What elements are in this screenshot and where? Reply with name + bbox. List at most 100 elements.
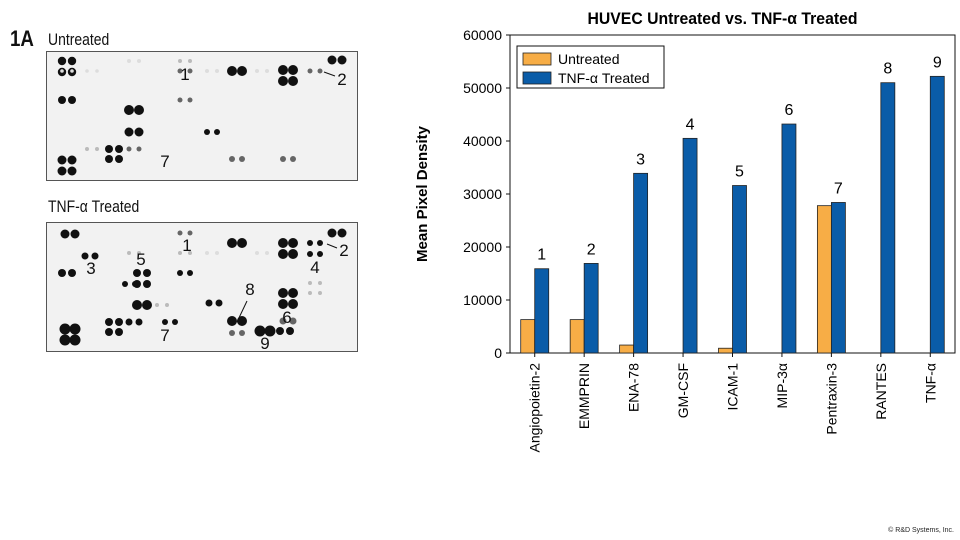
blot-spot	[187, 270, 193, 276]
blot-spot	[308, 291, 312, 295]
blot-spot	[165, 303, 169, 307]
blot-spot	[134, 127, 144, 137]
treated-annotation-8: 8	[245, 280, 254, 299]
treated-annotation-2: 2	[339, 241, 348, 260]
legend-swatch	[522, 71, 552, 85]
bar-number-label: 7	[834, 180, 843, 197]
blot-spot	[136, 146, 142, 152]
blot-spot	[317, 251, 323, 257]
copyright-notice: © R&D Systems, Inc.	[888, 527, 954, 534]
blot-spot	[126, 146, 132, 152]
blot-spot	[95, 69, 99, 73]
blot-spot	[105, 328, 113, 336]
blot-spot	[278, 65, 288, 75]
blot-spot	[67, 56, 77, 66]
blot-spot	[85, 147, 89, 151]
blot-spot	[237, 66, 247, 76]
treated-annotation-9: 9	[260, 334, 269, 351]
blot-spot	[105, 155, 113, 163]
blot-spot	[278, 288, 288, 298]
blot-spot	[142, 300, 152, 310]
untreated-annotation-2: 2	[337, 70, 346, 89]
blot-spot	[132, 300, 142, 310]
blot-spot	[318, 291, 322, 295]
blot-spot	[137, 251, 141, 255]
blot-spot	[57, 166, 67, 176]
blot-spot	[286, 327, 294, 335]
treated-annotation-7: 7	[160, 326, 169, 345]
blot-spot	[68, 269, 76, 277]
x-tick-label: EMMPRIN	[576, 363, 592, 429]
blot-spot	[288, 238, 298, 248]
blot-spot	[187, 230, 193, 236]
bar-untreated	[520, 319, 536, 354]
blot-spot	[125, 318, 133, 326]
blot-spot	[60, 229, 70, 239]
blot-spot	[57, 155, 67, 165]
blot-spot	[205, 69, 209, 73]
blot-spot	[214, 129, 220, 135]
bar-treated	[732, 185, 747, 354]
bar-number-label: 9	[933, 54, 942, 71]
blot-spot	[317, 240, 323, 246]
blot-spot	[276, 327, 284, 335]
bar-untreated	[619, 344, 635, 354]
legend-entry: TNF-α Treated	[558, 70, 650, 86]
blot-spot	[317, 68, 323, 74]
bar-treated	[880, 82, 896, 354]
blot-spot	[81, 252, 89, 260]
blot-spot	[69, 323, 81, 335]
blot-spot	[122, 281, 128, 287]
blot-spot	[188, 251, 192, 255]
blot-spot	[229, 330, 235, 336]
blot-spot	[177, 97, 183, 103]
bar-number-label: 3	[636, 151, 645, 168]
blot-spot	[255, 69, 259, 73]
blot-spot	[59, 323, 71, 335]
blot-spot	[132, 281, 138, 287]
blot-spot	[95, 147, 99, 151]
blot-spot	[307, 240, 313, 246]
y-tick-label: 30000	[463, 186, 502, 202]
untreated-blot-image: 1 2 7	[57, 55, 347, 176]
blot-spot	[69, 334, 81, 346]
blot-spot	[205, 299, 213, 307]
bar-number-label: 8	[883, 61, 892, 78]
blot-spot	[215, 69, 219, 73]
blot-spot	[215, 299, 223, 307]
y-tick-label: 20000	[463, 239, 502, 255]
bar-number-label: 4	[686, 116, 695, 133]
blot-spot	[308, 281, 312, 285]
blot-spot	[115, 145, 123, 153]
legend-entry: Untreated	[558, 51, 619, 67]
blot-spot	[288, 76, 298, 86]
untreated-blot: 1 2 7	[46, 51, 358, 181]
x-tick-label: Angiopoietin-2	[527, 363, 543, 453]
legend: Untreated TNF-α Treated	[516, 45, 665, 89]
blot-spot	[227, 316, 237, 326]
blot-spot	[239, 330, 245, 336]
treated-annotation-4: 4	[310, 258, 319, 277]
y-tick-label: 60000	[463, 27, 502, 43]
x-tick-label: Pentraxin-3	[823, 363, 839, 435]
bar-chart: HUVEC Untreated vs. TNF-α Treated 0 10000 2…	[414, 9, 956, 453]
blot-spot	[58, 269, 66, 277]
blot-spot	[307, 68, 313, 74]
blot-spot	[124, 105, 134, 115]
blot-spot	[67, 166, 77, 176]
blot-spot	[187, 68, 193, 74]
y-tick-label: 40000	[463, 133, 502, 149]
y-tick-label: 50000	[463, 80, 502, 96]
blot-spot	[115, 318, 123, 326]
chart-title: HUVEC Untreated vs. TNF-α Treated	[588, 9, 858, 28]
blot-spot	[290, 156, 296, 162]
bar-number-label: 6	[784, 102, 793, 119]
blot-spot	[288, 65, 298, 75]
bar-treated	[633, 172, 649, 354]
untreated-annotation-1: 1	[180, 65, 189, 84]
blot-spot	[278, 238, 288, 248]
blot-spot	[155, 303, 159, 307]
bar-treated	[830, 202, 846, 354]
blot-spot	[177, 68, 183, 74]
blot-spot	[327, 55, 337, 65]
